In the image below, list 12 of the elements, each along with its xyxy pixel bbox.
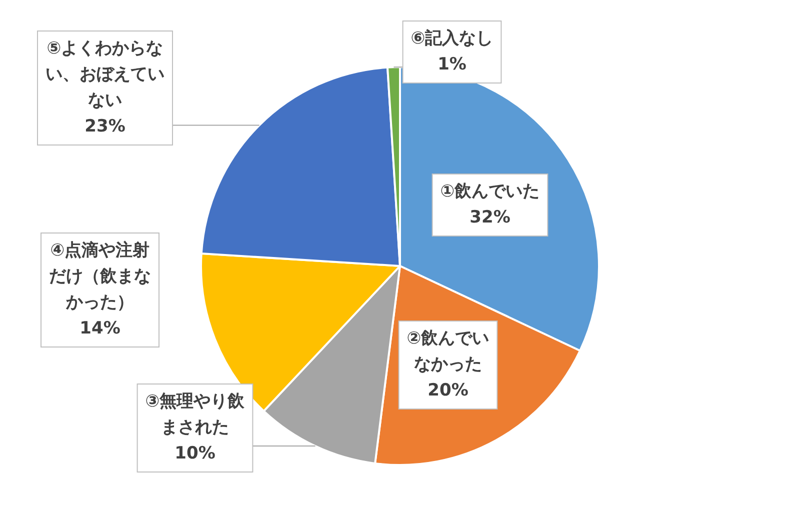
data-label: 23% <box>84 116 126 136</box>
slice-label: ④点滴や注射だけ（飲まなかった） <box>49 240 151 312</box>
slice-label: ⑥記入なし <box>410 28 494 48</box>
slice-label: ②飲んでいなかった <box>406 328 490 374</box>
slice-label: ⑤よくわからない、おぼえていない <box>46 38 164 110</box>
data-label: 1% <box>438 54 466 74</box>
data-label: 10% <box>174 443 216 464</box>
data-label: 32% <box>470 207 510 228</box>
slice-label: ③無理やり飲まされた <box>145 391 246 438</box>
data-label: 14% <box>80 318 120 338</box>
data-label: 20% <box>428 380 468 400</box>
slice-label: ①飲んでいた <box>440 181 540 202</box>
